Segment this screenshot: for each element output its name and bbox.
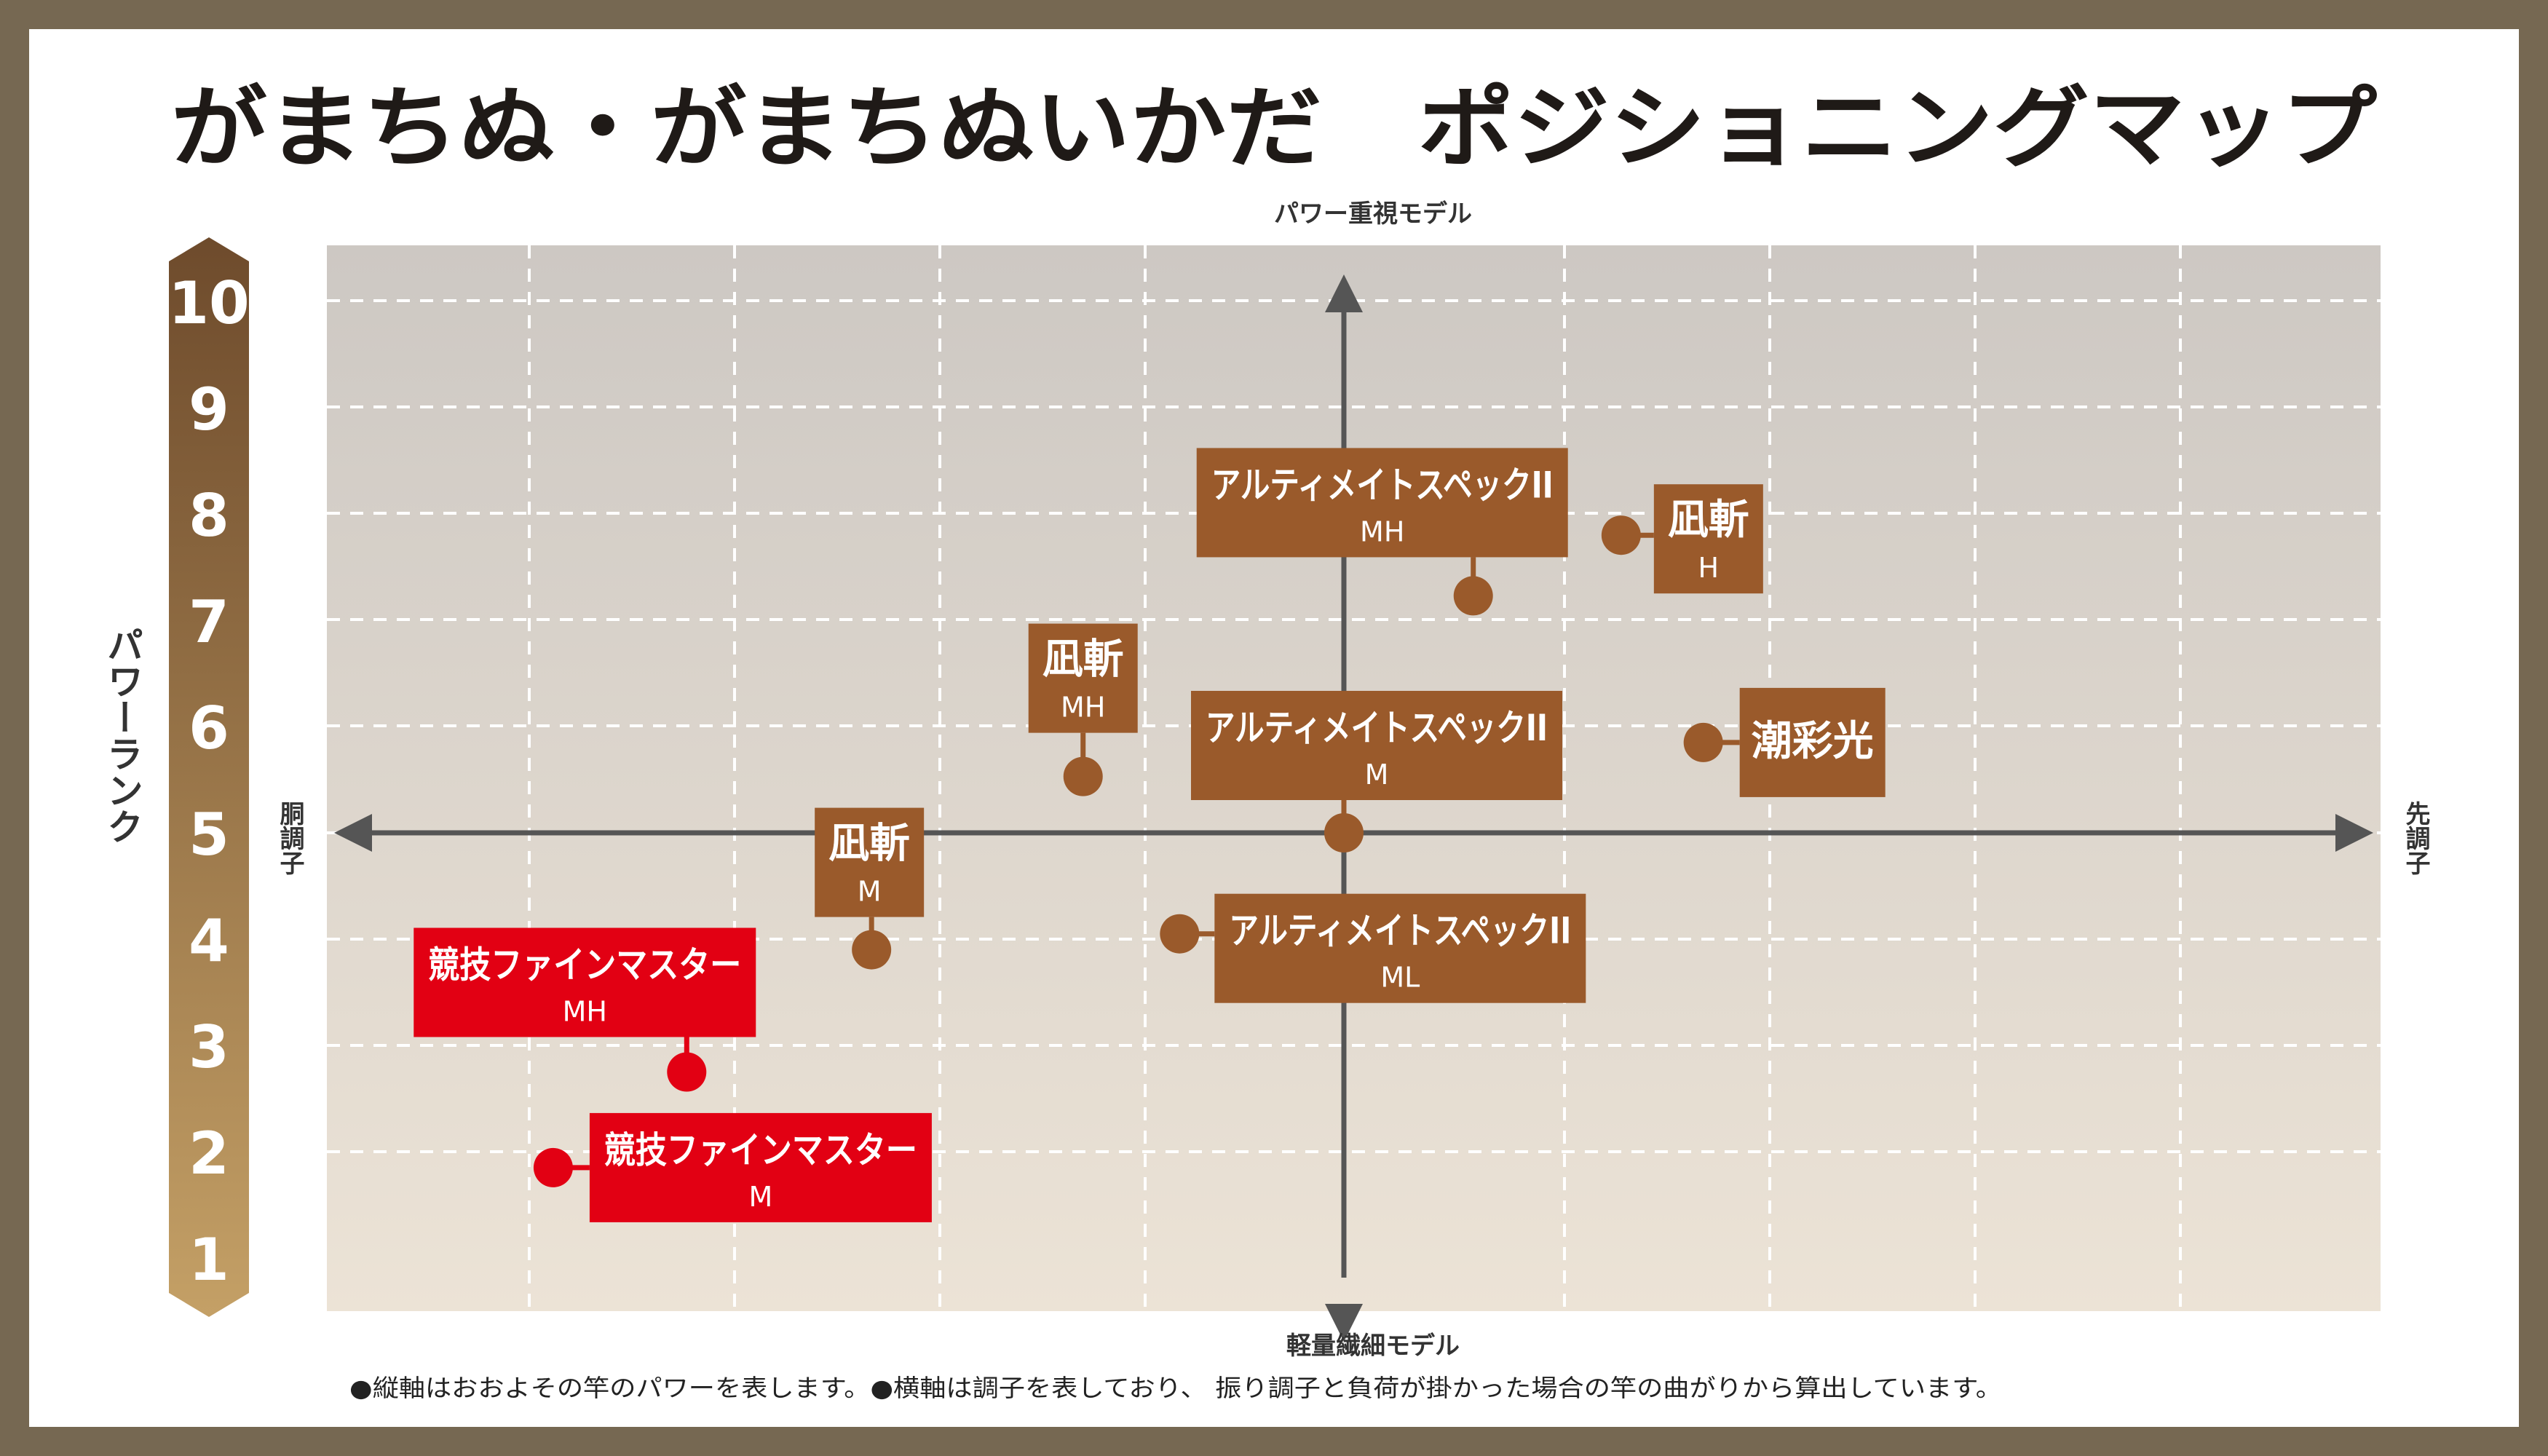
point-marker [533,1147,573,1187]
axis-top-label: パワー重視モデル [1274,199,1472,229]
data-point: 競技ファインマスター M [533,1112,932,1222]
x-axis-arrow-right [2335,814,2373,852]
y-tick-label: 2 [189,1120,229,1187]
y-tick-label: 4 [189,907,229,975]
point-marker [1160,914,1200,954]
point-label-box [1739,687,1886,797]
y-tick-label: 1 [189,1226,229,1294]
point-marker [852,930,892,970]
power-rank-bar [169,237,249,1317]
point-label-box [589,1112,932,1222]
point-marker [1601,515,1641,555]
data-point: アルティメイトスペックII M [1191,691,1562,852]
data-point: アルティメイトスペックII MH [1196,448,1568,616]
point-model: M [749,1181,773,1213]
point-marker [1453,576,1493,616]
point-label-box [1214,893,1586,1003]
positioning-map: がまちぬ・がまちぬいかだ ポジショニングマップ 1 2 3 4 5 6 7 8 9 10 パワーラ… [29,29,2519,1427]
point-model: MH [1360,515,1404,547]
point-marker [1683,722,1723,762]
y-tick-label: 3 [189,1013,229,1081]
point-name: アルティメイトスペックII [1206,707,1548,749]
x-axis-arrow-left [334,814,372,852]
y-tick-label: 8 [189,482,229,550]
data-point: 凪斬 H [1601,484,1763,594]
point-label-box [1196,448,1568,558]
point-model: H [1698,552,1720,584]
data-point: 競技ファインマスター MH [414,927,756,1092]
chart-title: がまちぬ・がまちぬいかだ ポジショニングマップ [171,76,2377,180]
point-name: アルティメイトスペックII [1211,464,1554,506]
y-tick-label: 9 [189,376,229,443]
point-label-box [1653,484,1763,594]
data-point: アルティメイトスペックII ML [1160,893,1586,1003]
y-tick-label: 7 [189,588,229,656]
y-axis-arrow-top [1325,274,1363,312]
point-name: アルティメイトスペックII [1229,910,1571,952]
point-name: 凪斬 [828,820,910,868]
footnote: ●縦軸はおおよその竿のパワーを表します。●横軸は調子を表しており、 振り調子と負… [349,1374,2002,1402]
point-model: MH [563,996,607,1028]
point-label-box [414,927,756,1037]
y-axis-label: パワーランク [101,626,143,844]
point-marker [1063,756,1103,796]
point-marker [1324,813,1364,852]
point-model: M [858,876,882,908]
point-name: 競技ファインマスター [428,944,741,986]
point-model: ML [1380,962,1420,994]
point-model: MH [1061,692,1105,724]
y-tick-label: 10 [168,269,249,337]
point-marker [667,1052,707,1092]
y-tick-label: 6 [189,695,229,762]
point-model: M [1365,759,1389,791]
data-point: 潮彩光 [1683,687,1886,797]
axis-bottom-label: 軽量繊細モデル [1286,1332,1460,1361]
y-ticks: 1 2 3 4 5 6 7 8 9 10 [168,269,249,1294]
point-name: 潮彩光 [1752,718,1874,765]
point-label-box [815,807,925,917]
point-label-box [1028,623,1138,733]
data-point: 凪斬 M [815,807,925,970]
data-point: 凪斬 MH [1028,623,1138,796]
point-label-box [1191,691,1562,800]
point-name: 凪斬 [1668,496,1749,544]
point-name: 競技ファインマスター [604,1129,917,1171]
y-axis-arrow-bottom [1325,1304,1363,1342]
axis-right-label: 先調子 [2401,801,2430,875]
y-tick-label: 5 [189,801,229,869]
axis-left-label: 胴調子 [275,801,304,875]
chart-canvas: がまちぬ・がまちぬいかだ ポジショニングマップ 1 2 3 4 5 6 7 8 9 10 パワーラ… [101,76,2430,1402]
point-name: 凪斬 [1042,636,1124,684]
